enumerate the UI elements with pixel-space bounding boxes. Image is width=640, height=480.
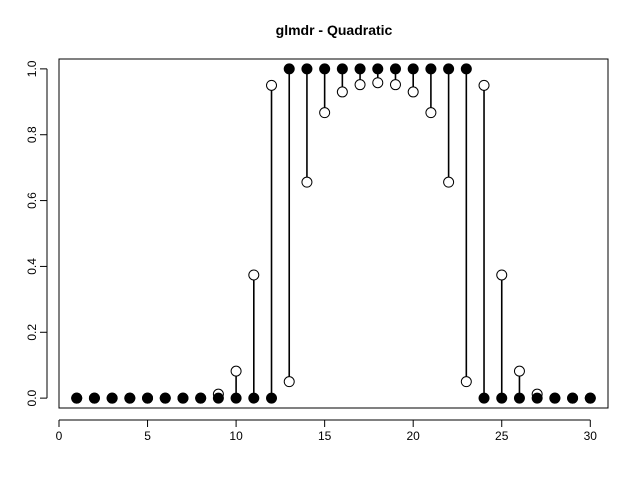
plot-area-frame	[58, 58, 609, 409]
y-tick-label: 0.6	[25, 192, 39, 209]
fitted-point	[372, 77, 384, 89]
stem-lines	[235, 68, 521, 399]
x-tick-label: 5	[144, 429, 151, 443]
fitted-point	[389, 79, 401, 91]
y-tick-label: 0.8	[25, 126, 39, 143]
fitted-point	[283, 376, 295, 388]
observed-point	[71, 392, 83, 404]
observed-point	[177, 392, 189, 404]
observed-point	[195, 392, 207, 404]
y-tick-label: 0.0	[25, 389, 39, 406]
observed-point	[159, 392, 171, 404]
observed-point	[248, 392, 260, 404]
fitted-point	[319, 107, 331, 119]
observed-point	[567, 392, 579, 404]
observed-point	[425, 63, 437, 75]
fitted-point	[301, 176, 313, 188]
observed-point	[336, 63, 348, 75]
observed-point	[496, 392, 508, 404]
fitted-point	[478, 79, 490, 91]
observed-point	[124, 392, 136, 404]
observed-point	[478, 392, 490, 404]
fitted-point	[460, 376, 472, 388]
observed-point	[389, 63, 401, 75]
fitted-point	[443, 176, 455, 188]
x-tick-label: 15	[318, 429, 332, 443]
observed-point	[531, 392, 543, 404]
fitted-point	[336, 86, 348, 98]
fitted-point	[407, 86, 419, 98]
observed-point	[443, 63, 455, 75]
observed-point	[549, 392, 561, 404]
observed-points	[71, 63, 596, 404]
y-axis: 0.0 0.2 0.4 0.6 0.8 1.0	[25, 60, 48, 406]
observed-point	[266, 392, 278, 404]
observed-point	[584, 392, 596, 404]
fitted-point	[513, 365, 525, 377]
fitted-point	[496, 269, 508, 281]
observed-point	[301, 63, 313, 75]
x-tick-label: 25	[495, 429, 509, 443]
chart-title: glmdr - Quadratic	[276, 22, 393, 38]
observed-point	[88, 392, 100, 404]
observed-point	[372, 63, 384, 75]
observed-point	[230, 392, 242, 404]
observed-point	[460, 63, 472, 75]
observed-point	[407, 63, 419, 75]
observed-point	[106, 392, 118, 404]
x-tick-label: 10	[229, 429, 243, 443]
fitted-point	[266, 79, 278, 91]
observed-point	[283, 63, 295, 75]
y-tick-label: 0.2	[25, 324, 39, 341]
fitted-points	[71, 77, 596, 404]
observed-point	[354, 63, 366, 75]
observed-point	[212, 392, 224, 404]
observed-point	[142, 392, 154, 404]
fitted-point	[354, 79, 366, 91]
fitted-point	[425, 107, 437, 119]
observed-point	[319, 63, 331, 75]
x-axis: 0 5 10 15 20 25 30	[56, 419, 598, 443]
x-tick-label: 30	[584, 429, 598, 443]
x-tick-label: 20	[407, 429, 421, 443]
fitted-point	[248, 269, 260, 281]
y-tick-label: 0.4	[25, 258, 39, 275]
y-tick-label: 1.0	[25, 60, 39, 77]
x-tick-label: 0	[56, 429, 63, 443]
fitted-point	[230, 365, 242, 377]
observed-point	[513, 392, 525, 404]
